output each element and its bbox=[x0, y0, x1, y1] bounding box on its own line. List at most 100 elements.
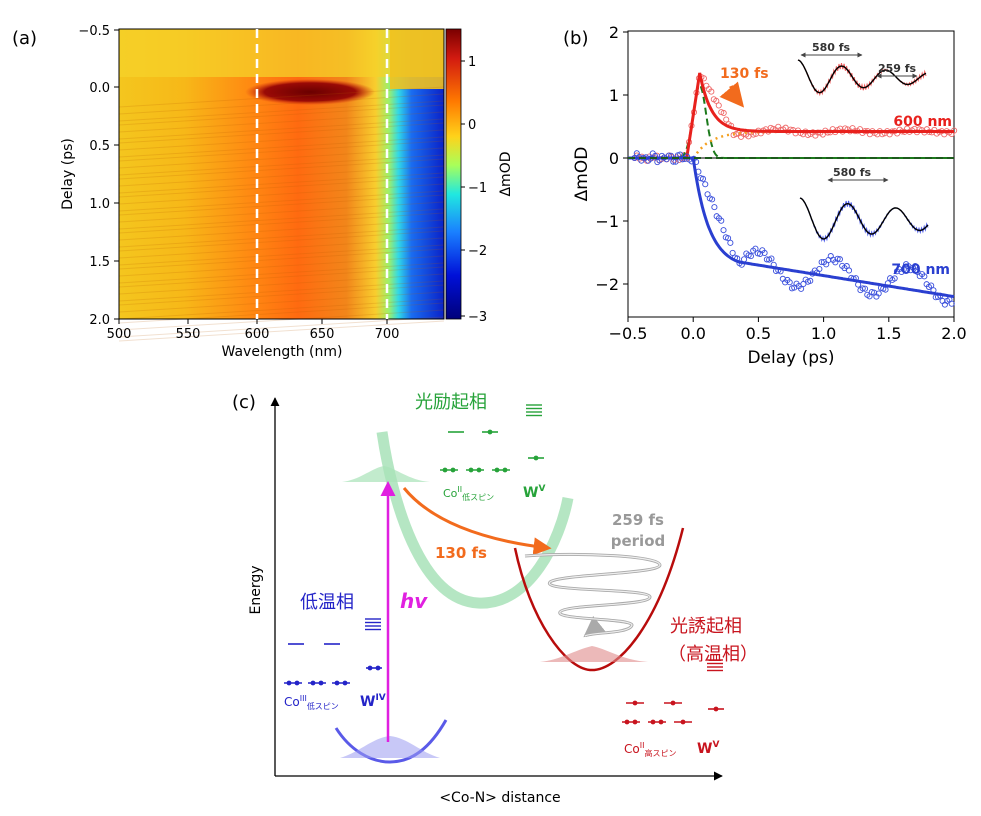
label-700nm: 700 nm bbox=[891, 262, 950, 278]
electron bbox=[624, 719, 630, 725]
b-ytick-label: 0 bbox=[609, 149, 619, 168]
w-hs-label: WV bbox=[697, 740, 719, 757]
data-point-700 bbox=[948, 300, 955, 307]
electron bbox=[367, 665, 373, 671]
b-xtick-label: 0.0 bbox=[680, 324, 705, 343]
co-hs-label: CoII高スピン bbox=[624, 741, 676, 758]
colorbar-tick-label: −2 bbox=[468, 244, 487, 259]
colorbar-tick-label: −1 bbox=[468, 181, 487, 196]
relax-arrow bbox=[402, 487, 552, 556]
data-point-700 bbox=[702, 181, 709, 188]
photoinduced-wavepacket bbox=[540, 646, 648, 662]
data-point-700 bbox=[761, 249, 768, 256]
panel-c: (c) Energy <Co-N> distance hv 130 fs 259… bbox=[232, 392, 758, 806]
electron bbox=[658, 719, 664, 725]
data-point-700 bbox=[699, 175, 707, 182]
heatmap bbox=[118, 29, 445, 342]
electron bbox=[632, 719, 638, 725]
osc-259fs: 259 fs bbox=[612, 511, 664, 529]
data-point-700 bbox=[727, 239, 734, 246]
data-point-700 bbox=[861, 285, 869, 292]
plot-a-frame bbox=[118, 28, 445, 320]
annot-130fs: 130 fs bbox=[720, 66, 769, 82]
colorbar-tick-label: −3 bbox=[468, 310, 487, 325]
data-point-700 bbox=[836, 256, 843, 263]
b-ytick-label: 1 bbox=[609, 86, 619, 105]
data-point-700 bbox=[845, 267, 853, 274]
colorbar-label: ΔmOD bbox=[498, 151, 514, 196]
electron bbox=[450, 467, 456, 473]
panel-a-xlabel: Wavelength (nm) bbox=[222, 344, 343, 360]
data-point-700 bbox=[718, 217, 725, 224]
energy-label: Energy bbox=[248, 565, 264, 614]
panel-a-yticks: −0.5 0.0 0.5 1.0 1.5 2.0 bbox=[78, 24, 119, 328]
b-ytick-label: −2 bbox=[595, 275, 619, 294]
electron bbox=[286, 680, 292, 686]
inset2-580-label: 580 fs bbox=[833, 166, 872, 179]
b-xtick-label: 1.5 bbox=[876, 324, 901, 343]
colorbar-tick-label: 0 bbox=[468, 118, 476, 133]
data-point-700 bbox=[798, 285, 805, 292]
data-point-700 bbox=[912, 262, 919, 270]
b-xtick-label: −0.5 bbox=[609, 324, 648, 343]
data-point-700 bbox=[709, 196, 716, 203]
data-point-700 bbox=[807, 277, 814, 284]
panel-b: (b) −0.5 0.0 0.5 1.0 1.5 2.0 2 1 0 −1 −2 Delay (p… bbox=[563, 23, 967, 368]
a-ytick-label: 1.0 bbox=[89, 197, 110, 212]
data-point-700 bbox=[834, 255, 841, 262]
a-xtick-label: 550 bbox=[176, 327, 201, 342]
osc-period: period bbox=[611, 532, 666, 550]
inset1-259-label: 259 fs bbox=[878, 62, 917, 75]
annot-130fs-arrow bbox=[719, 81, 745, 108]
hv-label: hv bbox=[400, 589, 428, 613]
data-point-700 bbox=[891, 275, 898, 282]
data-point-600 bbox=[708, 88, 715, 95]
label-600nm: 600 nm bbox=[893, 114, 952, 130]
oscillation-spiral-inner bbox=[524, 553, 661, 637]
data-point-700 bbox=[720, 227, 727, 234]
data-point-600 bbox=[720, 109, 727, 117]
low-temp-phase-label: 低温相 bbox=[300, 592, 354, 613]
a-xtick-label: 500 bbox=[107, 327, 132, 342]
b-xtick-label: 1.0 bbox=[811, 324, 836, 343]
data-point-700 bbox=[921, 273, 928, 280]
colorbar-ticks: 1 0 −1 −2 −3 bbox=[461, 55, 487, 325]
relax-130fs: 130 fs bbox=[435, 544, 487, 562]
panel-a-ylabel: Delay (ps) bbox=[60, 138, 76, 210]
electron bbox=[318, 680, 324, 686]
panel-b-xticks: −0.5 0.0 0.5 1.0 1.5 2.0 bbox=[609, 317, 967, 343]
fit-700 bbox=[628, 156, 955, 299]
excited-phase-label: 光励起相 bbox=[415, 392, 487, 413]
b-ytick-label: 2 bbox=[609, 23, 619, 42]
data-point-700 bbox=[786, 279, 793, 286]
a-ytick-label: 0.0 bbox=[89, 81, 110, 96]
data-point-700 bbox=[747, 253, 754, 260]
b-xtick-label: 0.5 bbox=[746, 324, 771, 343]
data-point-700 bbox=[928, 282, 935, 289]
panel-b-ylabel: ΔmOD bbox=[572, 147, 592, 202]
electron bbox=[342, 680, 348, 686]
electron bbox=[713, 706, 719, 712]
electron bbox=[494, 467, 500, 473]
electron bbox=[632, 700, 638, 706]
electron bbox=[650, 719, 656, 725]
panel-b-yticks: 2 1 0 −1 −2 bbox=[595, 23, 628, 294]
data-point-700 bbox=[816, 265, 823, 273]
electron bbox=[310, 680, 316, 686]
electron bbox=[670, 700, 676, 706]
b-ytick-label: −1 bbox=[595, 212, 619, 231]
colorbar bbox=[445, 28, 462, 320]
panel-b-label: (b) bbox=[563, 28, 588, 49]
panel-b-data bbox=[628, 59, 958, 308]
electron bbox=[334, 680, 340, 686]
data-point-700 bbox=[859, 285, 866, 292]
w-low-label: WIV bbox=[360, 693, 386, 710]
colorbar-tick-label: 1 bbox=[468, 55, 476, 70]
inset1-580-label: 580 fs bbox=[812, 41, 851, 54]
electron bbox=[487, 429, 493, 435]
electron bbox=[294, 680, 300, 686]
data-point-600 bbox=[713, 97, 720, 104]
data-point-700 bbox=[729, 249, 736, 256]
co-low-label: CoIII低スピン bbox=[284, 694, 339, 711]
